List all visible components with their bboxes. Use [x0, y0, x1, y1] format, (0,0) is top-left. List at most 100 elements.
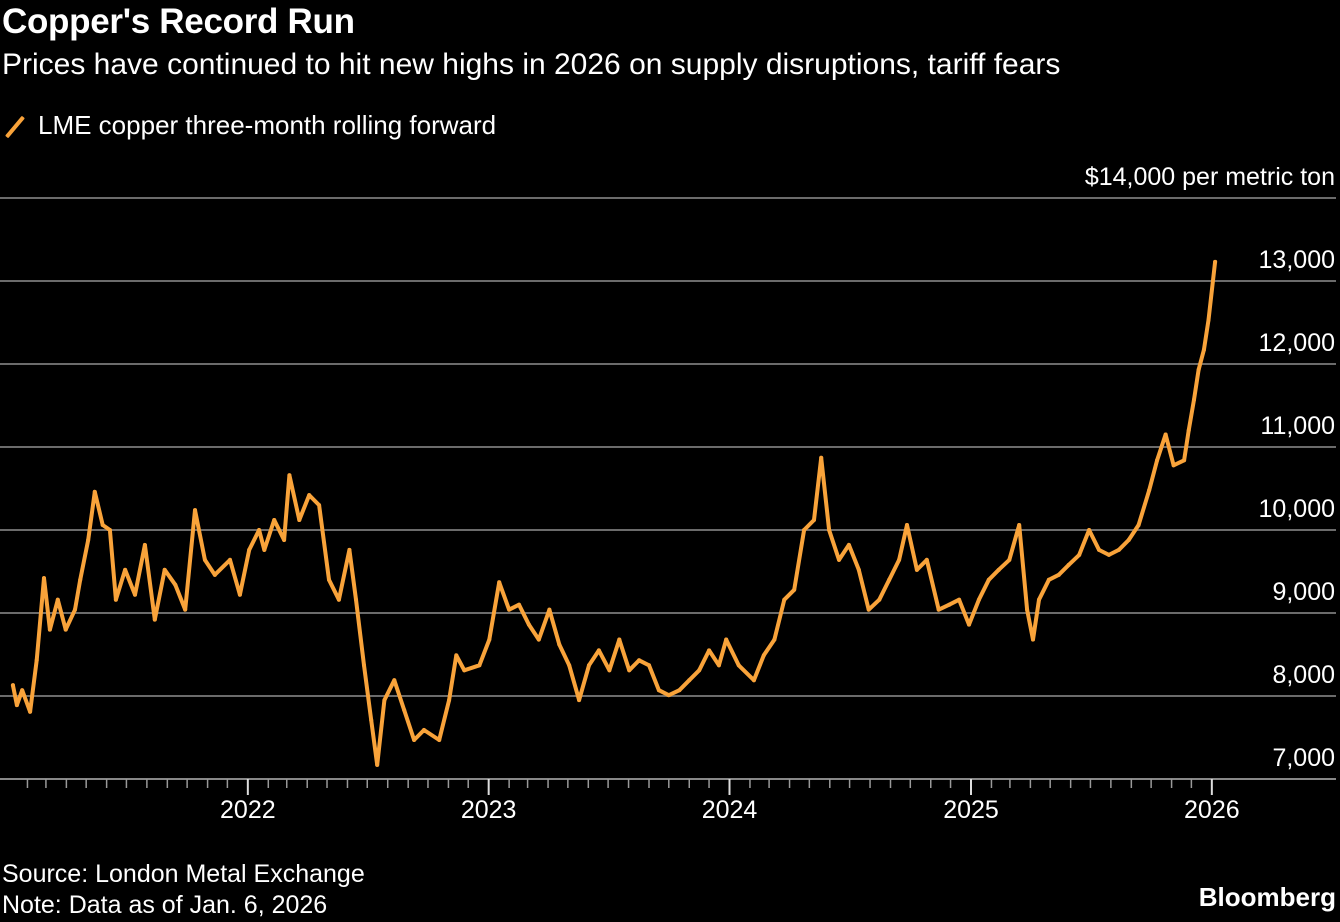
- data-point: [716, 663, 721, 668]
- data-point: [914, 567, 919, 572]
- data-point: [272, 518, 277, 523]
- data-point: [811, 518, 816, 523]
- data-point: [877, 597, 882, 602]
- data-point: [100, 523, 105, 528]
- data-point: [772, 637, 777, 642]
- data-point: [1066, 562, 1071, 567]
- data-point: [78, 577, 83, 582]
- bloomberg-logo: Bloomberg: [1198, 882, 1336, 912]
- y-tick-label: 13,000: [1259, 246, 1335, 274]
- data-point: [986, 577, 991, 582]
- data-point: [586, 663, 591, 668]
- data-point: [392, 678, 397, 683]
- data-point: [361, 663, 366, 668]
- data-point: [802, 528, 807, 532]
- y-tick-label: 10,000: [1259, 495, 1335, 523]
- data-point: [1056, 572, 1061, 577]
- data-point: [497, 580, 502, 585]
- data-point: [1046, 577, 1051, 582]
- chart-title: Copper's Record Run: [2, 2, 355, 41]
- data-point: [557, 642, 562, 647]
- data-point: [1201, 347, 1206, 352]
- y-tick-label: $14,000 per metric ton: [1085, 163, 1335, 191]
- data-point: [297, 518, 302, 523]
- data-point: [1106, 552, 1111, 557]
- data-point: [897, 557, 902, 562]
- data-point: [113, 597, 118, 602]
- data-point: [1126, 537, 1131, 542]
- data-point: [34, 658, 39, 663]
- data-point: [142, 542, 147, 547]
- data-point: [1017, 523, 1022, 528]
- data-point: [1087, 528, 1092, 532]
- data-point: [347, 547, 352, 552]
- data-point: [262, 547, 267, 552]
- y-tick-label: 12,000: [1259, 329, 1335, 357]
- data-point: [402, 708, 407, 713]
- data-point: [382, 698, 387, 703]
- data-point: [63, 627, 68, 632]
- data-point: [687, 678, 692, 683]
- y-tick-label: 7,000: [1272, 744, 1335, 772]
- data-point: [846, 542, 851, 547]
- legend: LME copper three-month rolling forward: [4, 110, 496, 141]
- data-point: [72, 607, 77, 612]
- data-point: [477, 663, 482, 668]
- y-tick-label: 8,000: [1272, 661, 1335, 689]
- data-point: [1186, 428, 1191, 433]
- data-point: [507, 607, 512, 612]
- data-point: [677, 688, 682, 693]
- data-point: [375, 762, 380, 767]
- data-point: [1196, 367, 1201, 372]
- data-point: [1182, 458, 1187, 463]
- data-point: [819, 455, 824, 460]
- x-tick-label: 2026: [1184, 796, 1240, 824]
- data-point: [173, 582, 178, 587]
- data-point: [287, 473, 292, 478]
- data-point: [617, 637, 622, 642]
- data-point: [237, 592, 242, 597]
- data-point: [447, 698, 452, 703]
- data-point: [792, 587, 797, 592]
- data-point: [1136, 523, 1141, 528]
- data-point: [1025, 607, 1030, 612]
- data-point: [86, 537, 91, 542]
- data-point: [462, 668, 467, 673]
- data-point: [317, 503, 322, 508]
- data-point: [976, 597, 981, 602]
- data-point: [28, 709, 33, 714]
- data-point: [454, 653, 459, 658]
- data-point: [437, 737, 442, 742]
- data-point: [647, 663, 652, 668]
- data-point: [257, 528, 262, 532]
- data-point: [547, 607, 552, 612]
- data-point: [1192, 397, 1197, 402]
- data-point: [47, 627, 52, 632]
- data-point: [724, 637, 729, 642]
- data-point: [183, 607, 188, 612]
- data-point: [866, 607, 871, 612]
- data-point: [1077, 552, 1082, 557]
- data-point: [536, 637, 541, 642]
- source-note: Source: London Metal Exchange: [2, 860, 365, 888]
- data-point: [1206, 318, 1211, 323]
- data-point: [107, 528, 112, 532]
- y-tick-label: 9,000: [1272, 578, 1335, 606]
- data-point: [1116, 547, 1121, 552]
- data-point: [967, 622, 972, 627]
- data-point: [1097, 547, 1102, 552]
- data-point: [212, 572, 217, 577]
- data-point: [1036, 597, 1041, 602]
- data-point: [526, 622, 531, 627]
- data-point: [228, 557, 233, 562]
- data-point: [1163, 432, 1168, 437]
- data-point: [782, 597, 787, 602]
- data-point: [133, 592, 138, 597]
- data-point: [567, 663, 572, 668]
- data-point: [152, 617, 157, 622]
- data-point: [707, 648, 712, 653]
- series-line: [10, 259, 1218, 767]
- data-point: [996, 567, 1001, 572]
- data-point: [41, 576, 46, 581]
